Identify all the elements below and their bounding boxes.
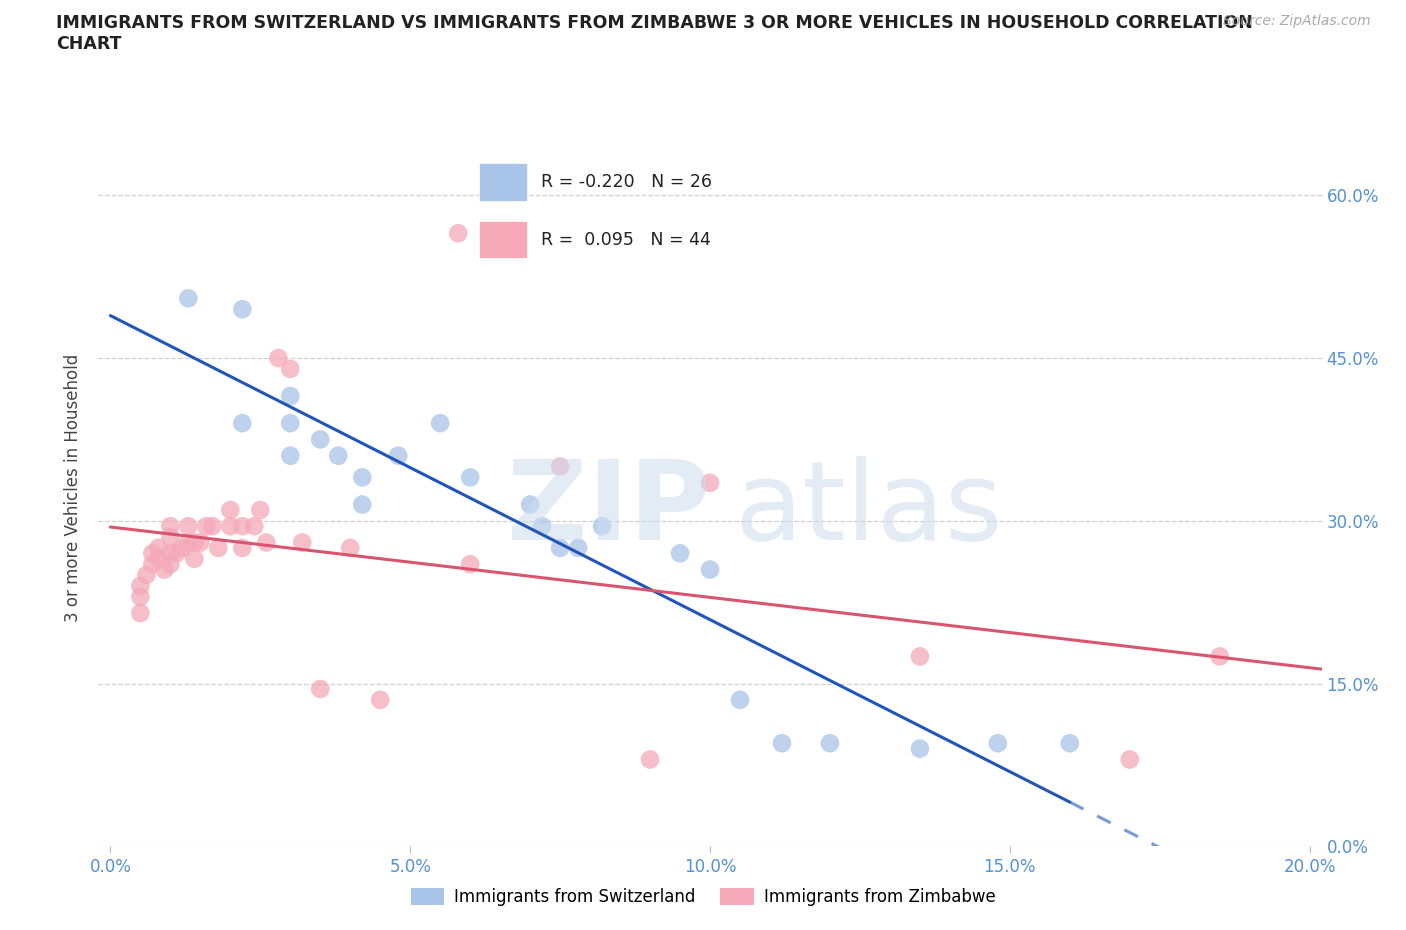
Point (177, 291, 200, 306)
Point (172, 540, 194, 555)
Point (458, 557, 481, 572)
Point (908, 649, 931, 664)
Point (352, 498, 374, 512)
Point (309, 432, 332, 447)
Point (183, 551, 205, 566)
Point (129, 590, 152, 604)
Point (219, 519, 242, 534)
Point (141, 557, 163, 572)
Text: Source: ZipAtlas.com: Source: ZipAtlas.com (1223, 14, 1371, 28)
Point (267, 351, 290, 365)
Point (159, 530, 181, 545)
Point (177, 535, 200, 550)
Point (818, 736, 841, 751)
Point (1059, 736, 1081, 751)
Point (231, 416, 253, 431)
Point (309, 682, 332, 697)
Point (183, 535, 205, 550)
Point (148, 540, 170, 555)
Point (519, 498, 541, 512)
Point (231, 540, 253, 555)
Point (219, 502, 242, 517)
Point (328, 448, 350, 463)
Point (243, 519, 266, 534)
Point (141, 546, 163, 561)
Point (567, 540, 589, 555)
Point (699, 475, 721, 490)
Point (291, 535, 314, 550)
Point (458, 470, 481, 485)
Point (177, 519, 200, 534)
Point (669, 546, 692, 561)
Point (249, 502, 271, 517)
Point (278, 362, 301, 377)
Point (278, 448, 301, 463)
Text: IMMIGRANTS FROM SWITZERLAND VS IMMIGRANTS FROM ZIMBABWE 3 OR MORE VEHICLES IN HO: IMMIGRANTS FROM SWITZERLAND VS IMMIGRANT… (56, 14, 1253, 32)
Point (908, 741, 931, 756)
Point (129, 578, 152, 593)
Point (368, 693, 391, 708)
Point (638, 752, 661, 767)
Point (728, 693, 751, 708)
Text: ZIP: ZIP (506, 457, 710, 564)
Point (548, 459, 571, 474)
Point (188, 535, 211, 550)
Text: atlas: atlas (734, 457, 1002, 564)
Point (278, 389, 301, 404)
Point (195, 519, 218, 534)
Point (165, 546, 187, 561)
Point (159, 519, 181, 534)
Point (447, 226, 470, 241)
Point (201, 519, 224, 534)
Point (1208, 649, 1230, 664)
Point (129, 605, 152, 620)
Point (231, 519, 253, 534)
Legend: Immigrants from Switzerland, Immigrants from Zimbabwe: Immigrants from Switzerland, Immigrants … (404, 881, 1002, 912)
Text: CHART: CHART (56, 35, 122, 53)
Point (531, 519, 554, 534)
Point (987, 736, 1010, 751)
Point (429, 416, 451, 431)
Point (278, 416, 301, 431)
Point (387, 448, 409, 463)
Point (159, 557, 181, 572)
Point (207, 540, 229, 555)
Point (135, 567, 157, 582)
Point (548, 540, 571, 555)
Point (339, 540, 361, 555)
Point (352, 470, 374, 485)
Point (231, 302, 253, 317)
Point (1119, 752, 1142, 767)
Point (148, 551, 170, 566)
Y-axis label: 3 or more Vehicles in Household: 3 or more Vehicles in Household (65, 354, 83, 622)
Point (153, 563, 176, 578)
Point (591, 519, 613, 534)
Point (770, 736, 793, 751)
Point (699, 563, 721, 578)
Point (159, 546, 181, 561)
Point (254, 535, 277, 550)
